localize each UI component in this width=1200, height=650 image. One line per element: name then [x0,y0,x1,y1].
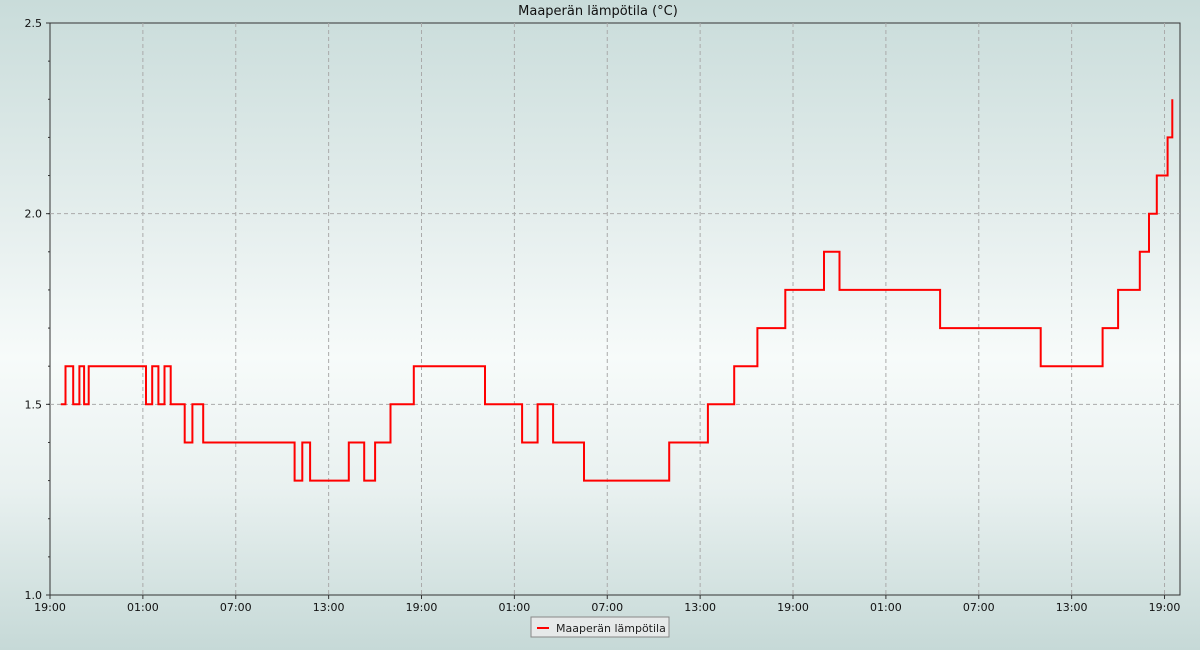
legend: Maaperän lämpötila [530,616,670,638]
x-tick-label: 13:00 [684,601,716,614]
y-tick-label: 2.0 [25,208,43,221]
x-tick-label: 01:00 [499,601,531,614]
x-tick-label: 07:00 [220,601,252,614]
y-tick-label: 1.0 [25,589,43,602]
x-tick-label: 07:00 [591,601,623,614]
y-tick-label: 2.5 [25,17,43,30]
series-line [60,99,1174,482]
x-tick-label: 19:00 [1149,601,1181,614]
chart-title: Maaperän lämpötila (°C) [518,4,678,19]
y-tick-label: 1.5 [25,398,43,411]
legend-label: Maaperän lämpötila [556,622,666,635]
x-tick-label: 01:00 [127,601,159,614]
x-tick-label: 13:00 [1056,601,1088,614]
x-tick-label: 19:00 [406,601,438,614]
legend-box [530,616,670,638]
x-tick-label: 19:00 [34,601,66,614]
axes: 19:00 01:00 07:00 13:00 19:00 01:00 07:00 13:00… [25,17,1181,614]
x-tick-label: 19:00 [777,601,809,614]
x-tick-label: 01:00 [870,601,902,614]
grid [50,23,1180,595]
x-tick-label: 13:00 [313,601,345,614]
plot-area [49,22,1181,596]
x-tick-label: 07:00 [963,601,995,614]
series-layer [60,99,1174,482]
